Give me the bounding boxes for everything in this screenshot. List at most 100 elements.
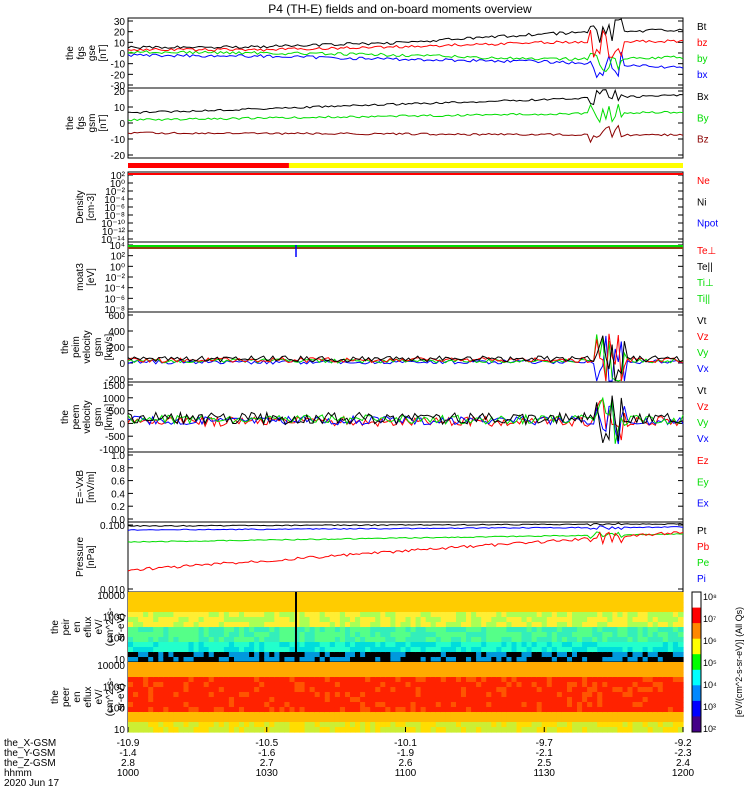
spectrogram-cell <box>350 647 356 653</box>
spectrogram-cell <box>632 662 639 668</box>
spectrogram-cell <box>254 692 260 698</box>
spectrogram-cell <box>304 687 311 693</box>
spectrogram-cell <box>541 692 548 698</box>
spectrogram-cell <box>339 667 346 673</box>
spectrogram-cell <box>627 602 634 608</box>
spectrogram-cell <box>385 692 391 698</box>
spectrogram-cell <box>249 657 255 663</box>
spectrogram-cell <box>536 672 543 678</box>
spectrogram-cell <box>551 697 558 703</box>
spectrogram-cell <box>521 727 528 733</box>
spectrogram-cell <box>420 627 427 633</box>
spectrogram-cell <box>501 712 507 718</box>
spectrogram-cell <box>289 662 296 668</box>
spectrogram-cell <box>637 662 644 668</box>
spectrogram-cell <box>420 652 427 658</box>
spectrogram-cell <box>450 602 457 608</box>
spectrogram-cell <box>440 647 447 653</box>
spectrogram-cell <box>178 692 185 698</box>
spectrogram-cell <box>213 622 220 628</box>
spectrogram-cell <box>390 597 396 603</box>
spectrogram-cell <box>461 612 467 618</box>
spectrogram-cell <box>228 657 235 663</box>
spectrogram-cell <box>415 662 422 668</box>
spectrogram-cell <box>163 692 169 698</box>
spectrogram-cell <box>213 592 220 598</box>
spectrogram-cell <box>168 692 174 698</box>
spectrogram-cell <box>486 697 492 703</box>
y-axis-label-line: peim <box>71 336 82 358</box>
spectrogram-cell <box>501 717 507 723</box>
spectrogram-cell <box>617 667 623 673</box>
spectrogram-cell <box>264 697 270 703</box>
spectrogram-cell <box>597 627 603 633</box>
spectrogram-cell <box>647 652 654 658</box>
spectrogram-cell <box>395 637 401 643</box>
spectrogram-cell <box>632 602 639 608</box>
spectrogram-cell <box>672 727 679 733</box>
spectrogram-cell <box>274 727 280 733</box>
spectrogram-cell <box>284 597 290 603</box>
spectrogram-cell <box>304 707 311 713</box>
spectrogram-cell <box>178 687 185 693</box>
spectrogram-cell <box>309 707 316 713</box>
spectrogram-cell <box>299 677 306 683</box>
spectrogram-cell <box>445 597 452 603</box>
spectrogram-cell <box>521 667 528 673</box>
spectrogram-cell <box>319 637 326 643</box>
spectrogram-cell <box>430 602 437 608</box>
spectrogram-cell <box>138 647 144 653</box>
spectrogram-cell <box>244 722 250 728</box>
spectrogram-cell <box>461 682 467 688</box>
spectrogram-cell <box>284 672 290 678</box>
spectrogram-cell <box>622 597 629 603</box>
spectrogram-cell <box>551 702 558 708</box>
spectrogram-cell <box>254 627 260 633</box>
spectrogram-cell <box>254 727 260 733</box>
spectrogram-cell <box>450 722 457 728</box>
spectrogram-cell <box>193 717 200 723</box>
spectrogram-cell <box>163 697 169 703</box>
spectrogram-cell <box>138 657 144 663</box>
spectrogram-cell <box>334 602 341 608</box>
spectrogram-cell <box>168 662 174 668</box>
spectrogram-cell <box>461 627 467 633</box>
spectrogram-cell <box>617 632 623 638</box>
spectrogram-cell <box>471 662 477 668</box>
spectrogram-cell <box>672 652 679 658</box>
spectrogram-cell <box>536 717 543 723</box>
spectrogram-cell <box>158 692 164 698</box>
spectrogram-cell <box>536 712 543 718</box>
spectrogram-cell <box>516 612 523 618</box>
spectrogram-cell <box>582 687 588 693</box>
spectrogram-cell <box>249 687 255 693</box>
spectrogram-cell <box>314 652 321 658</box>
spectrogram-cell <box>501 667 507 673</box>
spectrogram-cell <box>496 657 502 663</box>
spectrogram-cell <box>223 597 230 603</box>
spectrogram-cell <box>632 727 639 733</box>
spectrogram-cell <box>239 617 245 623</box>
spectrogram-cell <box>173 602 179 608</box>
spectrogram-cell <box>355 632 361 638</box>
colorbar-label: 10⁶ <box>703 636 717 646</box>
spectrogram-cell <box>370 632 376 638</box>
spectrogram-cell <box>234 632 240 638</box>
spectrogram-cell <box>561 657 568 663</box>
spectrogram-cell <box>577 657 583 663</box>
spectrogram-cell <box>521 592 528 598</box>
spectrogram-cell <box>168 622 174 628</box>
spectrogram-cell <box>274 697 280 703</box>
spectrogram-cell <box>148 707 154 713</box>
spectrogram-cell <box>657 612 664 618</box>
spectrogram-cell <box>294 612 301 618</box>
spectrogram-cell <box>345 717 351 723</box>
spectrogram-cell <box>239 687 245 693</box>
spectrogram-cell <box>501 637 507 643</box>
spectrogram-cell <box>375 672 381 678</box>
spectrogram-cell <box>440 667 447 673</box>
spectrogram-cell <box>223 642 230 648</box>
spectrogram-cell <box>158 657 164 663</box>
spectrogram-cell <box>531 707 538 713</box>
spectrogram-cell <box>168 687 174 693</box>
